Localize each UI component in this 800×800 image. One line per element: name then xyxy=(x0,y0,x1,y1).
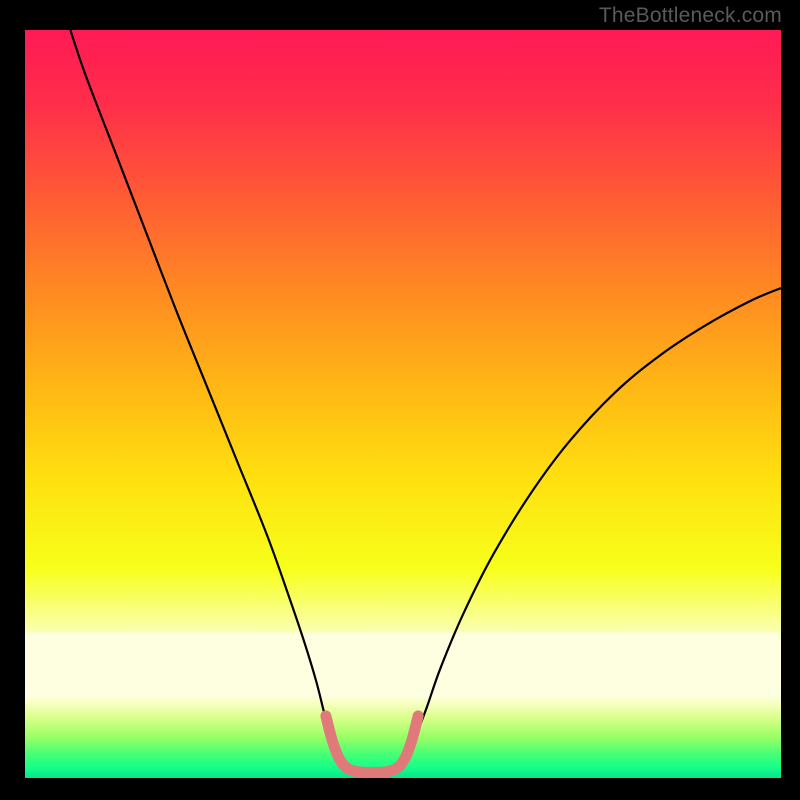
plot-area xyxy=(25,30,781,778)
chart-frame: TheBottleneck.com xyxy=(0,0,800,800)
watermark-text: TheBottleneck.com xyxy=(599,4,782,28)
v-curve xyxy=(70,30,781,775)
bottleneck-mark xyxy=(326,716,418,772)
curve-layer xyxy=(25,30,781,778)
